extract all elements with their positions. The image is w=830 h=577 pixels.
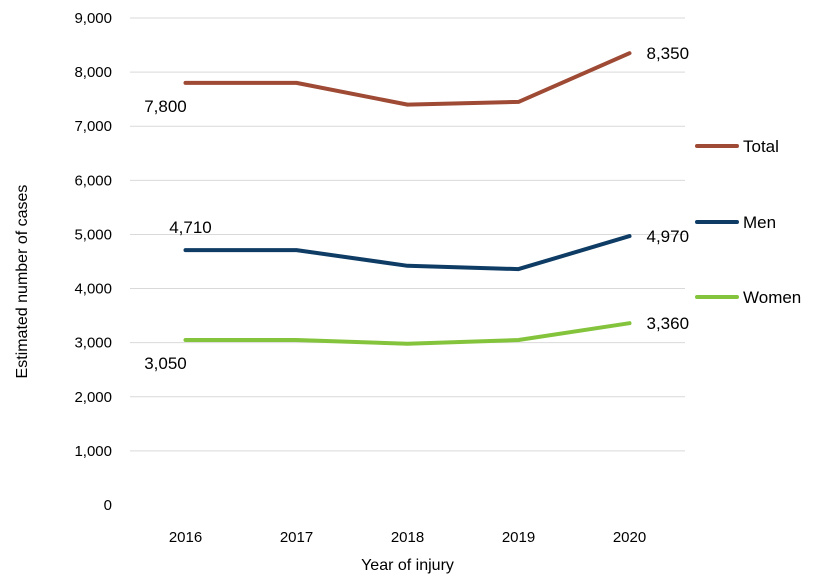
x-axis-title: Year of injury bbox=[361, 557, 454, 574]
x-tick-label: 2016 bbox=[169, 529, 202, 546]
legend-label-total: Total bbox=[743, 137, 779, 156]
data-label-women: 3,050 bbox=[144, 354, 187, 373]
y-tick-label: 3,000 bbox=[74, 335, 112, 352]
series-line-women bbox=[183, 321, 632, 346]
data-label-total: 8,350 bbox=[647, 44, 690, 63]
y-tick-label: 9,000 bbox=[74, 10, 112, 27]
data-labels: 7,800 8,350 4,710 4,970 3,050 3,360 bbox=[144, 44, 689, 373]
series-lines bbox=[183, 51, 632, 346]
y-tick-label: 0 bbox=[104, 497, 112, 514]
y-tick-label: 5,000 bbox=[74, 226, 112, 243]
y-tick-label: 7,000 bbox=[74, 118, 112, 135]
data-label-men: 4,970 bbox=[647, 227, 690, 246]
x-axis-ticks: 2016 2017 2018 2019 2020 bbox=[169, 529, 646, 546]
y-tick-label: 4,000 bbox=[74, 281, 112, 298]
gridlines bbox=[130, 17, 685, 452]
series-line-total bbox=[183, 51, 632, 107]
legend-label-men: Men bbox=[743, 213, 776, 232]
x-tick-label: 2017 bbox=[280, 529, 313, 546]
series-line-men bbox=[183, 234, 632, 272]
y-axis-ticks: 0 1,000 2,000 3,000 4,000 5,000 6,000 7,000 8,00… bbox=[74, 10, 112, 514]
legend: Total Men Women bbox=[695, 137, 801, 307]
x-tick-label: 2018 bbox=[391, 529, 424, 546]
x-tick-label: 2019 bbox=[502, 529, 535, 546]
y-tick-label: 6,000 bbox=[74, 172, 112, 189]
legend-label-women: Women bbox=[743, 288, 801, 307]
x-tick-label: 2020 bbox=[613, 529, 646, 546]
data-label-women: 3,360 bbox=[647, 314, 690, 333]
data-label-total: 7,800 bbox=[144, 97, 187, 116]
y-tick-label: 1,000 bbox=[74, 443, 112, 460]
y-tick-label: 8,000 bbox=[74, 64, 112, 81]
data-label-men: 4,710 bbox=[169, 218, 212, 237]
y-axis-title: Estimated number of cases bbox=[14, 185, 31, 379]
y-tick-label: 2,000 bbox=[74, 389, 112, 406]
